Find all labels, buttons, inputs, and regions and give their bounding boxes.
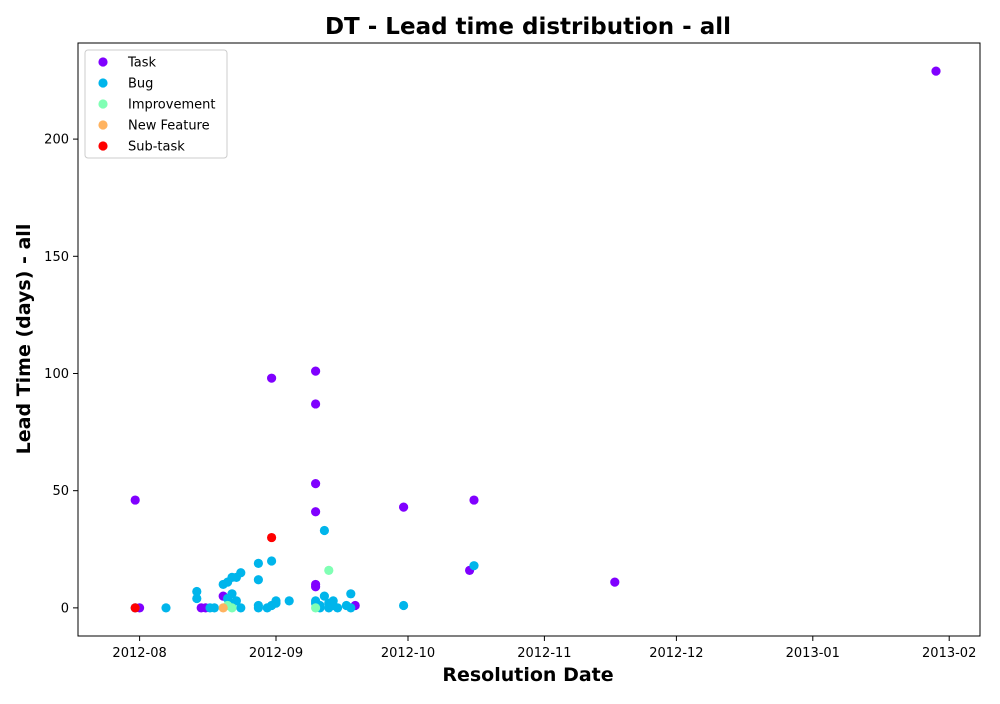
data-point bbox=[311, 479, 321, 489]
data-point bbox=[399, 600, 409, 611]
data-point bbox=[311, 399, 321, 409]
data-point bbox=[267, 373, 277, 383]
data-point bbox=[271, 596, 281, 606]
data-point bbox=[469, 495, 479, 505]
data-point bbox=[610, 577, 620, 587]
y-tick-label: 150 bbox=[44, 250, 69, 265]
legend-marker bbox=[98, 141, 108, 151]
data-point bbox=[284, 596, 294, 606]
data-point bbox=[319, 525, 329, 536]
axes-frame bbox=[77, 42, 981, 637]
data-point bbox=[267, 532, 277, 543]
x-tick-label: 2012-11 bbox=[517, 646, 571, 661]
x-tick-label: 2012-09 bbox=[249, 646, 303, 661]
data-point bbox=[192, 586, 202, 597]
legend-label: Sub-task bbox=[128, 140, 185, 155]
y-tick-label: 100 bbox=[44, 367, 69, 382]
data-point bbox=[311, 507, 321, 517]
data-point bbox=[267, 556, 277, 566]
data-point bbox=[311, 366, 321, 376]
legend-label: Improvement bbox=[128, 98, 215, 113]
legend-marker bbox=[98, 57, 108, 67]
plot-area bbox=[130, 66, 941, 613]
data-point bbox=[231, 596, 241, 606]
x-tick-label: 2013-02 bbox=[922, 646, 976, 661]
legend-label: Bug bbox=[128, 77, 153, 92]
data-point bbox=[931, 66, 941, 76]
series-bug bbox=[130, 525, 479, 613]
data-point bbox=[333, 603, 343, 613]
data-point bbox=[218, 603, 228, 613]
data-point bbox=[161, 603, 171, 613]
x-tick-label: 2013-01 bbox=[786, 646, 840, 661]
legend-item: Bug bbox=[98, 77, 153, 92]
legend-item: New Feature bbox=[98, 119, 210, 134]
legend-label: Task bbox=[127, 56, 157, 71]
legend-box bbox=[84, 49, 228, 159]
y-tick-label: 50 bbox=[52, 484, 69, 499]
legend-item: Sub-task bbox=[98, 140, 185, 155]
legend-marker bbox=[98, 99, 108, 109]
data-point bbox=[311, 603, 321, 613]
x-tick-label: 2012-08 bbox=[112, 646, 166, 661]
data-point bbox=[324, 565, 334, 575]
data-point bbox=[192, 593, 202, 604]
data-point bbox=[253, 603, 263, 613]
legend-marker bbox=[98, 120, 108, 130]
legend-item: Improvement bbox=[98, 98, 215, 113]
data-point bbox=[319, 591, 329, 601]
data-point bbox=[253, 575, 263, 585]
data-point bbox=[346, 589, 356, 599]
x-tick-label: 2012-12 bbox=[649, 646, 703, 661]
data-point bbox=[130, 495, 140, 505]
x-tick-label: 2012-10 bbox=[381, 646, 435, 661]
data-point bbox=[227, 603, 237, 613]
data-point bbox=[399, 502, 409, 512]
data-point bbox=[469, 561, 479, 571]
data-point bbox=[346, 603, 356, 613]
chart-title: DT - Lead time distribution - all bbox=[325, 14, 731, 40]
data-point bbox=[236, 603, 246, 613]
x-axis-label: Resolution Date bbox=[442, 664, 613, 686]
data-point bbox=[311, 582, 321, 592]
data-point bbox=[209, 603, 219, 613]
y-tick-label: 200 bbox=[44, 133, 69, 148]
y-tick-label: 0 bbox=[61, 601, 69, 616]
data-point bbox=[236, 568, 246, 578]
axes: 2012-08 2012-09 2012-10 2012-11 2012-12 2013-… bbox=[44, 42, 981, 661]
legend: Task Bug Improvement New Feature Sub-task bbox=[84, 49, 228, 159]
data-point bbox=[253, 558, 263, 568]
legend-marker bbox=[98, 78, 108, 88]
y-axis-label: Lead Time (days) - all bbox=[13, 224, 35, 455]
series-new-feature bbox=[218, 603, 228, 613]
legend-label: New Feature bbox=[128, 119, 210, 134]
data-point bbox=[130, 603, 140, 613]
series-sub-task bbox=[130, 532, 277, 613]
legend-item: Task bbox=[98, 56, 157, 71]
